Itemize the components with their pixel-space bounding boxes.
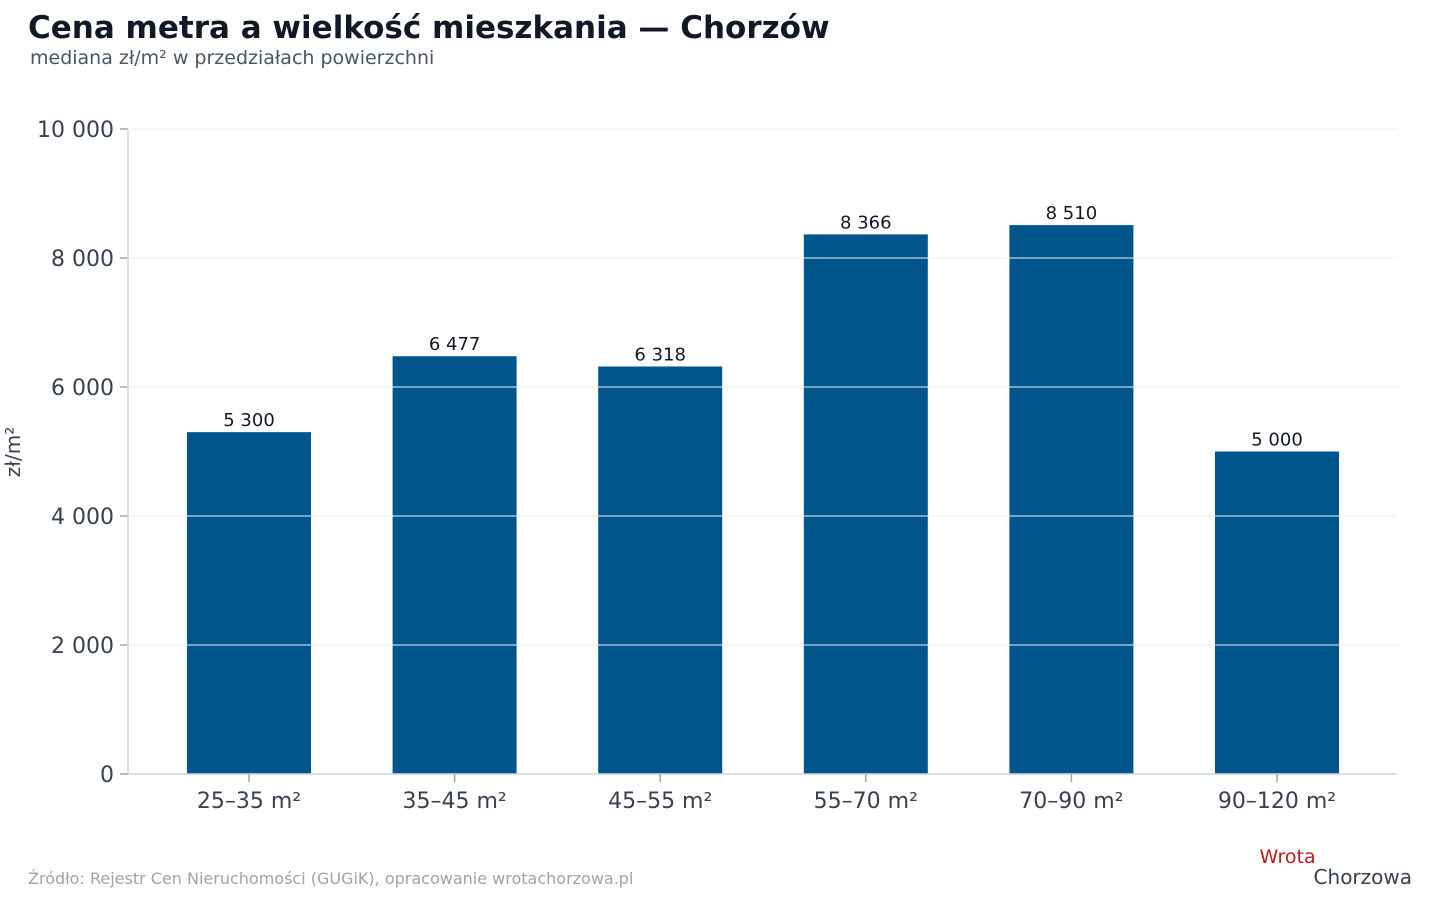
y-tick-label: 4 000 (51, 505, 114, 530)
y-tick-label: 10 000 (37, 118, 114, 143)
data-label: 5 300 (223, 410, 275, 431)
bar (392, 356, 517, 774)
data-label: 8 366 (840, 212, 892, 233)
brand-logo: Wrota Chorzowa (1259, 846, 1412, 889)
bar (1009, 225, 1134, 775)
data-label: 8 510 (1046, 203, 1098, 224)
y-axis-label: zł/m² (1, 427, 25, 477)
axis-layer (120, 128, 1397, 782)
data-label: 5 000 (1251, 430, 1303, 451)
logo-top-text: Wrota (1259, 846, 1316, 868)
logo-bottom-text: Chorzowa (1313, 865, 1412, 889)
bar (187, 432, 311, 774)
chart-subtitle: mediana zł/m² w przedziałach powierzchni (30, 47, 435, 69)
x-tick-label: 55–70 m² (814, 789, 918, 814)
y-tick-label: 2 000 (51, 634, 114, 659)
x-tick-label: 35–45 m² (402, 789, 506, 814)
data-label: 6 477 (429, 334, 481, 355)
bar (803, 234, 928, 774)
y-tick-label: 8 000 (51, 247, 114, 272)
chart-title: Cena metra a wielkość mieszkania — Chorz… (28, 10, 830, 46)
x-tick-label: 90–120 m² (1218, 789, 1336, 814)
source-note: Źródło: Rejestr Cen Nieruchomości (GUGiK… (28, 869, 634, 888)
y-tick-label: 6 000 (51, 376, 114, 401)
x-tick-label: 25–35 m² (197, 789, 301, 814)
bars-layer (187, 225, 1339, 775)
bar (1215, 451, 1339, 774)
x-tick-label: 45–55 m² (608, 789, 712, 814)
x-tick-label: 70–90 m² (1019, 789, 1123, 814)
y-tick-label: 0 (100, 763, 114, 788)
overlay-grid-layer (128, 128, 1397, 646)
labels-layer: 0 2 000 4 000 6 000 8 000 10 000 25–35 m² 5 300… (37, 118, 1336, 814)
bar (598, 366, 723, 774)
data-label: 6 318 (634, 344, 686, 365)
